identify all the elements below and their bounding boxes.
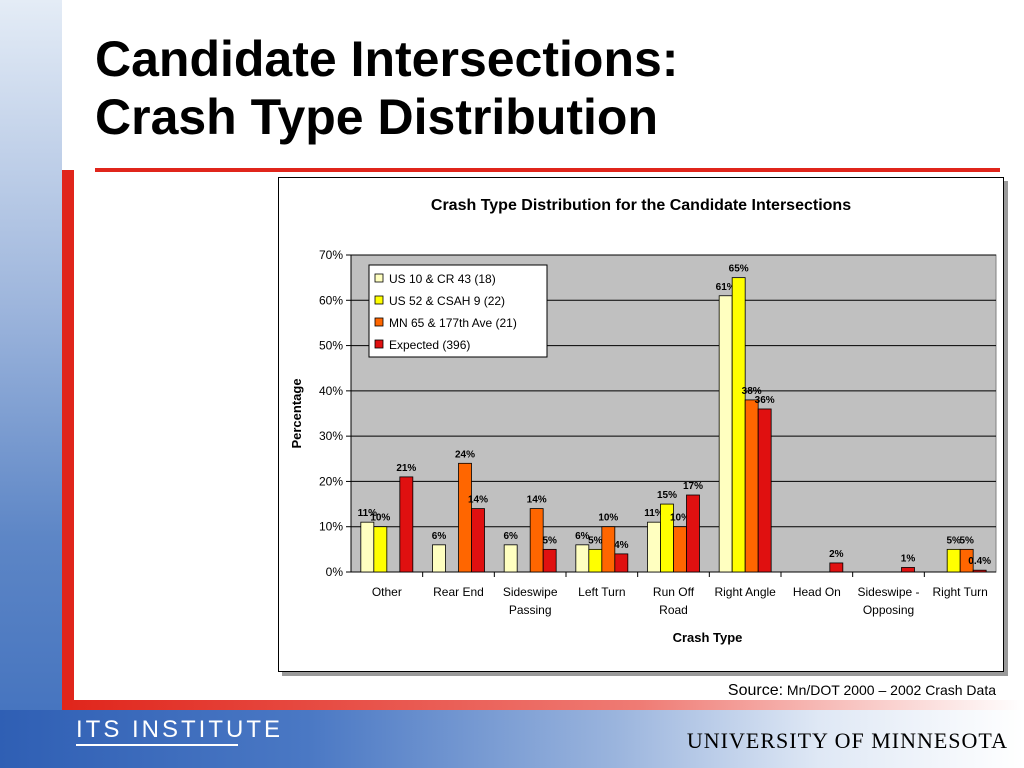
bar — [647, 521, 661, 573]
slide-title-line1: Candidate Intersections: — [95, 31, 679, 87]
data-label: 6% — [575, 531, 590, 542]
chart-title: Crash Type Distribution for the Candidat… — [431, 197, 851, 214]
bar — [744, 399, 759, 573]
bar — [946, 548, 961, 573]
legend-label: US 52 & CSAH 9 (22) — [389, 294, 505, 308]
x-tick-label: Right Turn — [932, 585, 987, 599]
data-label: 0.4% — [968, 556, 991, 567]
data-label: 36% — [755, 395, 775, 406]
footer-red-accent — [62, 700, 1024, 710]
left-background-strip — [0, 0, 62, 768]
bar — [718, 295, 733, 573]
data-label: 11% — [358, 508, 378, 519]
data-label: 14% — [527, 495, 547, 506]
bar — [432, 544, 446, 573]
x-axis-title: Crash Type — [673, 630, 743, 645]
legend-swatch — [374, 339, 384, 349]
y-tick-label: 50% — [319, 339, 343, 353]
legend-swatch — [374, 295, 384, 305]
bar — [575, 544, 590, 573]
x-tick-label: Road — [659, 603, 688, 617]
title-underline — [95, 168, 1000, 172]
data-label: 10% — [370, 513, 390, 524]
bar — [901, 567, 915, 573]
legend-label: US 10 & CR 43 (18) — [389, 272, 496, 286]
data-label: 1% — [901, 553, 916, 564]
data-label: 6% — [503, 531, 518, 542]
bar — [601, 526, 616, 573]
data-label: 24% — [455, 449, 475, 460]
x-tick-label: Passing — [509, 603, 552, 617]
legend-swatch — [374, 273, 384, 283]
x-tick-label: Sideswipe — [503, 585, 558, 599]
data-label: 4% — [614, 540, 629, 551]
x-tick-label: Opposing — [863, 603, 914, 617]
its-institute-logo: ITS INSTITUTE — [76, 716, 283, 743]
bar — [731, 277, 746, 573]
bar — [360, 521, 375, 573]
y-tick-label: 10% — [319, 520, 343, 534]
bar — [542, 548, 557, 573]
bar — [959, 548, 974, 573]
data-label: 14% — [468, 495, 488, 506]
left-red-accent — [62, 170, 74, 710]
bar — [972, 569, 987, 573]
source-text: Mn/DOT 2000 – 2002 Crash Data — [786, 682, 996, 698]
data-label: 17% — [683, 481, 703, 492]
data-label: 5% — [946, 535, 961, 546]
data-label: 15% — [657, 490, 677, 501]
bar — [399, 476, 414, 573]
y-tick-label: 0% — [326, 565, 344, 579]
y-axis-title: Percentage — [289, 378, 304, 448]
data-label: 65% — [729, 264, 749, 275]
x-tick-label: Left Turn — [578, 585, 625, 599]
data-label: 21% — [396, 463, 416, 474]
x-tick-label: Run Off — [653, 585, 695, 599]
legend-label: MN 65 & 177th Ave (21) — [389, 316, 517, 330]
bar — [614, 553, 629, 573]
data-label: 6% — [432, 531, 447, 542]
bar — [673, 526, 687, 573]
source-note: Source: Mn/DOT 2000 – 2002 Crash Data — [728, 682, 996, 700]
bar — [757, 408, 772, 573]
legend-swatch — [374, 317, 384, 327]
x-tick-label: Rear End — [433, 585, 484, 599]
slide-title: Candidate Intersections: Crash Type Dist… — [95, 30, 678, 146]
bar — [529, 508, 544, 573]
data-label: 38% — [742, 386, 762, 397]
source-label: Source: — [727, 682, 784, 699]
data-label: 11% — [644, 508, 664, 519]
data-label: 2% — [829, 549, 844, 560]
data-label: 61% — [716, 282, 736, 293]
slide-title-line2: Crash Type Distribution — [95, 89, 659, 145]
university-of-minnesota-logo: UNIVERSITY OF MINNESOTA — [686, 728, 1008, 753]
data-label: 5% — [542, 535, 557, 546]
y-tick-label: 40% — [319, 384, 343, 398]
bar — [503, 544, 518, 573]
bar-chart: Crash Type Distribution for the Candidat… — [289, 197, 997, 645]
bar — [471, 508, 485, 573]
y-tick-label: 30% — [319, 429, 343, 443]
y-tick-label: 70% — [319, 248, 343, 262]
y-tick-label: 20% — [319, 474, 343, 488]
data-label: 10% — [598, 513, 618, 524]
x-tick-label: Other — [372, 585, 402, 599]
bar — [458, 462, 472, 573]
x-tick-label: Right Angle — [714, 585, 776, 599]
legend — [368, 264, 548, 358]
footer-band — [0, 710, 1024, 768]
data-label: 10% — [670, 513, 690, 524]
chart-frame: Crash Type Distribution for the Candidat… — [278, 177, 1004, 672]
bar — [588, 548, 603, 573]
data-label: 5% — [588, 535, 603, 546]
x-tick-label: Sideswipe - — [857, 585, 919, 599]
legend-label: Expected (396) — [389, 338, 470, 352]
its-logo-underline — [76, 744, 238, 746]
x-tick-label: Head On — [793, 585, 841, 599]
bar — [686, 494, 700, 573]
data-label: 5% — [959, 535, 974, 546]
bar — [829, 562, 844, 573]
bar — [373, 526, 388, 573]
y-tick-label: 60% — [319, 293, 343, 307]
